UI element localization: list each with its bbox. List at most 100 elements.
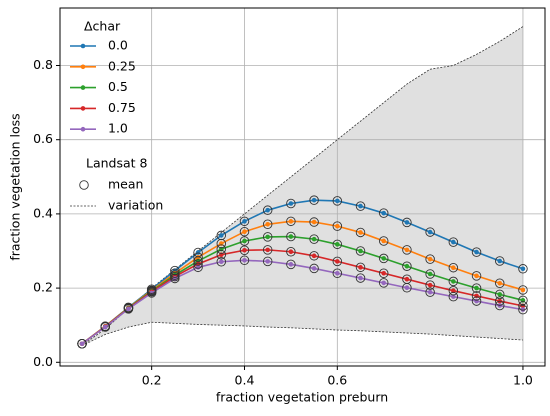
- mean-marker: [448, 276, 459, 287]
- mean-marker: [286, 198, 296, 209]
- mean-marker: [494, 296, 505, 306]
- x-tick-label: 0.6: [327, 373, 347, 388]
- y-tick-label: 0.6: [33, 131, 53, 146]
- mean-marker: [471, 271, 482, 281]
- mean-marker: [425, 227, 435, 237]
- mean-marker: [309, 217, 319, 227]
- y-tick-label: 0.8: [33, 57, 53, 72]
- mean-marker: [378, 208, 389, 218]
- mean-marker: [355, 227, 366, 238]
- point: [358, 203, 363, 209]
- point: [451, 288, 456, 293]
- point: [79, 341, 85, 347]
- point: [218, 259, 224, 265]
- point: [520, 266, 526, 272]
- mean-marker: [262, 205, 273, 215]
- mean-marker: [494, 278, 505, 289]
- point: [265, 234, 270, 240]
- mean-marker: [471, 283, 482, 293]
- point: [242, 247, 247, 253]
- legend-marker: [80, 106, 86, 111]
- point: [358, 230, 363, 235]
- point: [404, 263, 410, 269]
- mean-marker: [332, 268, 343, 279]
- point: [311, 266, 317, 271]
- point: [335, 259, 340, 264]
- point: [404, 285, 410, 291]
- mean-marker: [332, 196, 343, 206]
- y-axis-label: fraction vegetation loss: [8, 113, 23, 260]
- mean-marker: [448, 237, 459, 247]
- legend-marker: [80, 64, 86, 70]
- mean-marker: [471, 247, 482, 257]
- point: [451, 239, 456, 245]
- mean-marker: [448, 291, 459, 302]
- point: [427, 229, 433, 235]
- point: [497, 280, 503, 286]
- legend-label: mean: [108, 177, 143, 192]
- point: [358, 248, 363, 254]
- mean-marker: [332, 256, 343, 267]
- point: [335, 242, 340, 247]
- mean-marker: [518, 264, 528, 274]
- point: [288, 234, 294, 239]
- legend-label: 0.75: [108, 100, 136, 115]
- mean-marker: [355, 262, 366, 273]
- mean-marker: [378, 236, 389, 246]
- point: [311, 236, 317, 242]
- point: [265, 259, 270, 264]
- mean-marker: [216, 249, 227, 260]
- variation-upper: [81, 26, 524, 346]
- mean-marker: [239, 255, 250, 266]
- point: [195, 250, 201, 255]
- mean-marker: [239, 236, 250, 246]
- point: [242, 219, 247, 224]
- legend-marker: [80, 126, 86, 132]
- mean-marker: [378, 278, 389, 288]
- point: [358, 275, 363, 281]
- mean-marker: [77, 338, 87, 349]
- point: [451, 279, 456, 284]
- point: [242, 257, 247, 263]
- legend-title: Δchar: [84, 19, 121, 34]
- mean-marker: [518, 301, 528, 311]
- point: [427, 271, 433, 277]
- mean-marker: [193, 252, 203, 263]
- mean-marker: [193, 262, 203, 273]
- mean-marker: [216, 238, 227, 249]
- mean-marker: [332, 239, 343, 250]
- point: [242, 229, 247, 235]
- mean-marker: [448, 285, 459, 296]
- point: [404, 220, 410, 225]
- mean-marker: [286, 246, 296, 257]
- mean-marker: [471, 291, 482, 301]
- legend-marker: [80, 85, 86, 90]
- mean-marker: [262, 232, 273, 242]
- mean-marker: [309, 234, 319, 244]
- mean-marker: [402, 217, 412, 228]
- point: [126, 306, 131, 312]
- mean-marker: [239, 216, 250, 227]
- mean-marker: [355, 273, 366, 283]
- x-tick-label: 1.0: [513, 373, 533, 388]
- point: [335, 198, 340, 204]
- point: [311, 219, 317, 225]
- mean-marker: [355, 201, 366, 211]
- point: [381, 280, 387, 286]
- point: [404, 247, 410, 253]
- mean-marker: [170, 265, 180, 276]
- mean-marker: [332, 221, 343, 231]
- mean-marker: [100, 322, 111, 332]
- mean-marker: [146, 288, 157, 298]
- point: [288, 219, 294, 224]
- mean-marker: [518, 285, 528, 295]
- x-tick-label: 0.2: [142, 373, 162, 388]
- mean-marker: [494, 256, 505, 266]
- point: [311, 197, 317, 203]
- mean-marker: [378, 268, 389, 279]
- point: [497, 258, 503, 264]
- mean-marker: [193, 256, 203, 266]
- point: [149, 290, 154, 296]
- point: [381, 256, 387, 261]
